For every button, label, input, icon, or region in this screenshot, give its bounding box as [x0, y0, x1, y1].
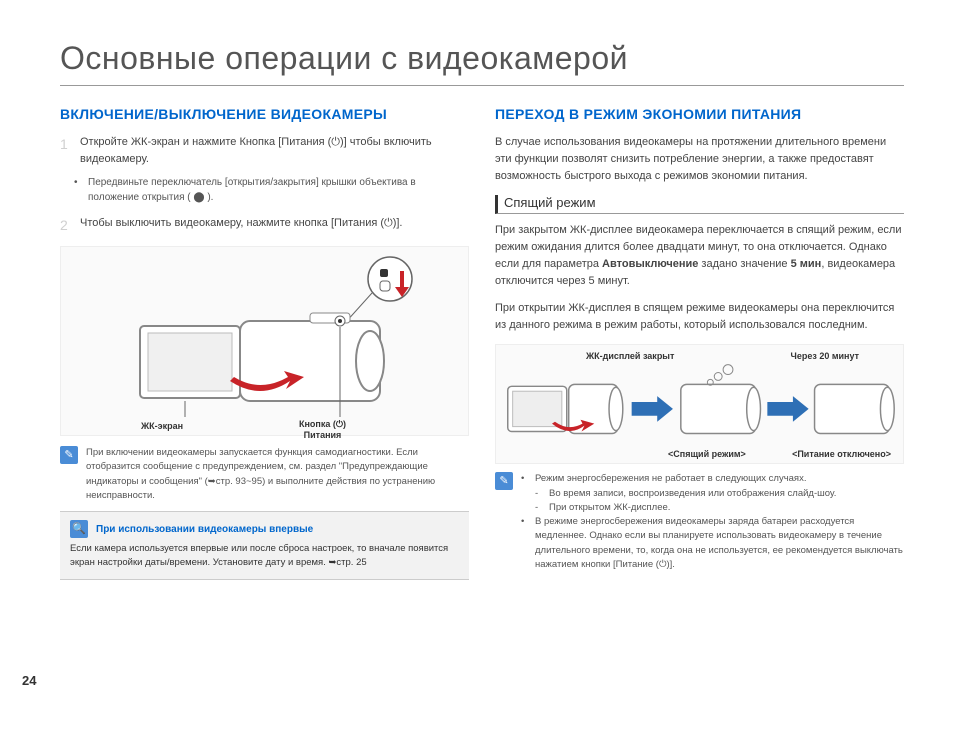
step-1-bullet: • Передвиньте переключатель [открытия/за… — [74, 175, 469, 205]
tip-text: Если камера используется впервые или пос… — [70, 542, 459, 571]
sleep-para-1: При закрытом ЖК-дисплее видеокамера пере… — [495, 222, 904, 290]
step-1-text: Откройте ЖК-экран и нажмите Кнопка [Пита… — [80, 134, 469, 167]
note1a: Во время записи, воспроизведения или ото… — [549, 487, 836, 501]
right-intro: В случае использования видеокамеры на пр… — [495, 134, 904, 185]
p1d: 5 мин — [791, 258, 822, 270]
bullet-dot: • — [74, 175, 82, 205]
sleep-svg — [496, 345, 903, 463]
illust-label-power: Кнопка (⏻) Питания — [299, 419, 346, 441]
first-use-tip: 🔍 При использовании видеокамеры впервые … — [60, 511, 469, 580]
il-label-closed: ЖК-дисплей закрыт — [586, 351, 674, 361]
magnifier-icon: 🔍 — [70, 520, 88, 538]
p1c: задано значение — [698, 258, 790, 270]
step-2: 2 Чтобы выключить видеокамеру, нажмите к… — [60, 215, 469, 236]
sleep-mode-header: Спящий режим — [495, 195, 904, 214]
page-number: 24 — [22, 673, 36, 688]
left-section-title: ВКЛЮЧЕНИЕ/ВЫКЛЮЧЕНИЕ ВИДЕОКАМЕРЫ — [60, 106, 469, 122]
note1b: При открытом ЖК-дисплее. — [549, 501, 670, 515]
il-label-sleep: <Спящий режим> — [668, 449, 746, 459]
note-icon: ✎ — [60, 446, 78, 464]
two-column-layout: ВКЛЮЧЕНИЕ/ВЫКЛЮЧЕНИЕ ВИДЕОКАМЕРЫ 1 Откро… — [60, 106, 904, 580]
note-list: •Режим энергосбережения не работает в сл… — [521, 472, 904, 572]
note1: Режим энергосбережения не работает в сле… — [535, 472, 806, 486]
il-label-off: <Питание отключено> — [792, 449, 891, 459]
sleep-para-2: При открытии ЖК-дисплея в спящем режиме … — [495, 300, 904, 334]
p1b: Автовыключение — [602, 258, 698, 270]
diagnostic-note-text: При включении видеокамеры запускается фу… — [86, 446, 469, 503]
diagnostic-note: ✎ При включении видеокамеры запускается … — [60, 446, 469, 503]
note-icon: ✎ — [495, 472, 513, 490]
title-divider — [60, 85, 904, 86]
right-column: ПЕРЕХОД В РЕЖИМ ЭКОНОМИИ ПИТАНИЯ В случа… — [495, 106, 904, 580]
page-title: Основные операции с видеокамерой — [60, 40, 904, 77]
note2: В режиме энергосбережения видеокамеры за… — [535, 515, 904, 572]
step-1-bullet-text: Передвиньте переключатель [открытия/закр… — [88, 175, 469, 205]
illust-label-lcd: ЖК-экран — [141, 421, 183, 431]
sleep-illustration: ЖК-дисплей закрыт Через 20 минут — [495, 344, 904, 464]
camera-svg — [80, 251, 450, 431]
camera-illustration: ЖК-экран Кнопка (⏻) Питания — [60, 246, 469, 436]
step-1: 1 Откройте ЖК-экран и нажмите Кнопка [Пи… — [60, 134, 469, 167]
step-2-text: Чтобы выключить видеокамеру, нажмите кно… — [80, 215, 469, 236]
step-number: 1 — [60, 134, 72, 167]
right-section-title: ПЕРЕХОД В РЕЖИМ ЭКОНОМИИ ПИТАНИЯ — [495, 106, 904, 122]
il-label-20min: Через 20 минут — [791, 351, 859, 361]
tip-title: При использовании видеокамеры впервые — [96, 522, 313, 537]
power-save-note: ✎ •Режим энергосбережения не работает в … — [495, 472, 904, 572]
step-number: 2 — [60, 215, 72, 236]
left-column: ВКЛЮЧЕНИЕ/ВЫКЛЮЧЕНИЕ ВИДЕОКАМЕРЫ 1 Откро… — [60, 106, 469, 580]
